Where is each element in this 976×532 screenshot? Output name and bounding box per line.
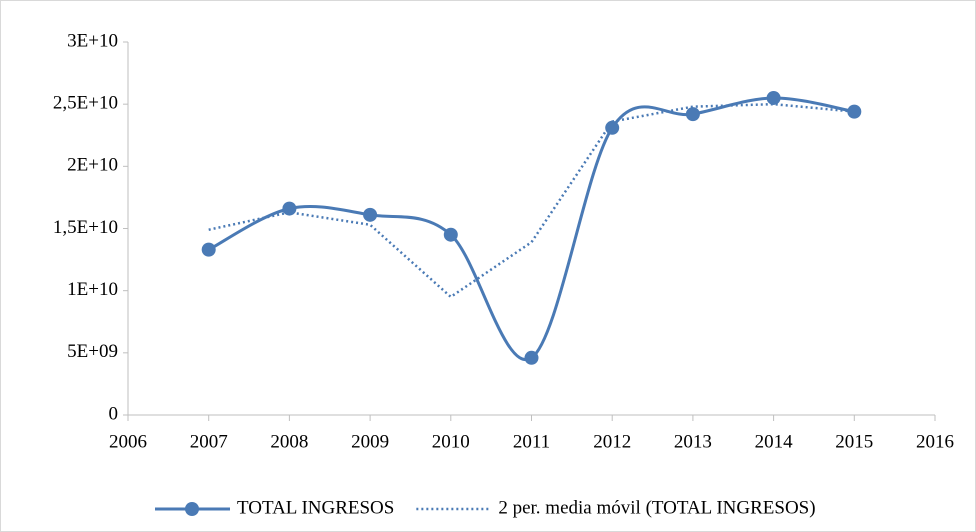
x-tick-label: 2006 [109, 431, 147, 452]
x-tick-label: 2007 [190, 431, 228, 452]
data-point [847, 104, 862, 119]
y-tick-label: 0 [109, 403, 119, 424]
data-point [363, 207, 378, 222]
y-tick-label: 5E+09 [67, 341, 118, 362]
x-tick-label: 2011 [513, 431, 550, 452]
y-tick-label: 3E+10 [67, 30, 118, 51]
legend-marker [185, 502, 199, 516]
data-point [605, 120, 620, 135]
x-tick-label: 2010 [432, 431, 470, 452]
x-tick-label: 2016 [916, 431, 954, 452]
data-point [685, 107, 700, 122]
data-point [766, 90, 781, 105]
x-tick-label: 2009 [351, 431, 389, 452]
series-line [208, 102, 855, 299]
data-point [282, 201, 297, 216]
x-tick-label: 2013 [674, 431, 712, 452]
y-tick-label: 1E+10 [67, 279, 118, 300]
data-point [201, 242, 216, 257]
data-point [443, 227, 458, 242]
y-tick-label: 1,5E+10 [53, 217, 118, 238]
x-tick-label: 2008 [270, 431, 308, 452]
y-tick-label: 2,5E+10 [53, 93, 118, 114]
legend-label: 2 per. media móvil (TOTAL INGRESOS) [498, 497, 815, 518]
y-tick-label: 2E+10 [67, 155, 118, 176]
x-tick-label: 2012 [593, 431, 631, 452]
data-point [524, 350, 539, 365]
x-tick-label: 2015 [835, 431, 873, 452]
legend-label: TOTAL INGRESOS [237, 497, 394, 518]
x-tick-label: 2014 [755, 431, 794, 452]
